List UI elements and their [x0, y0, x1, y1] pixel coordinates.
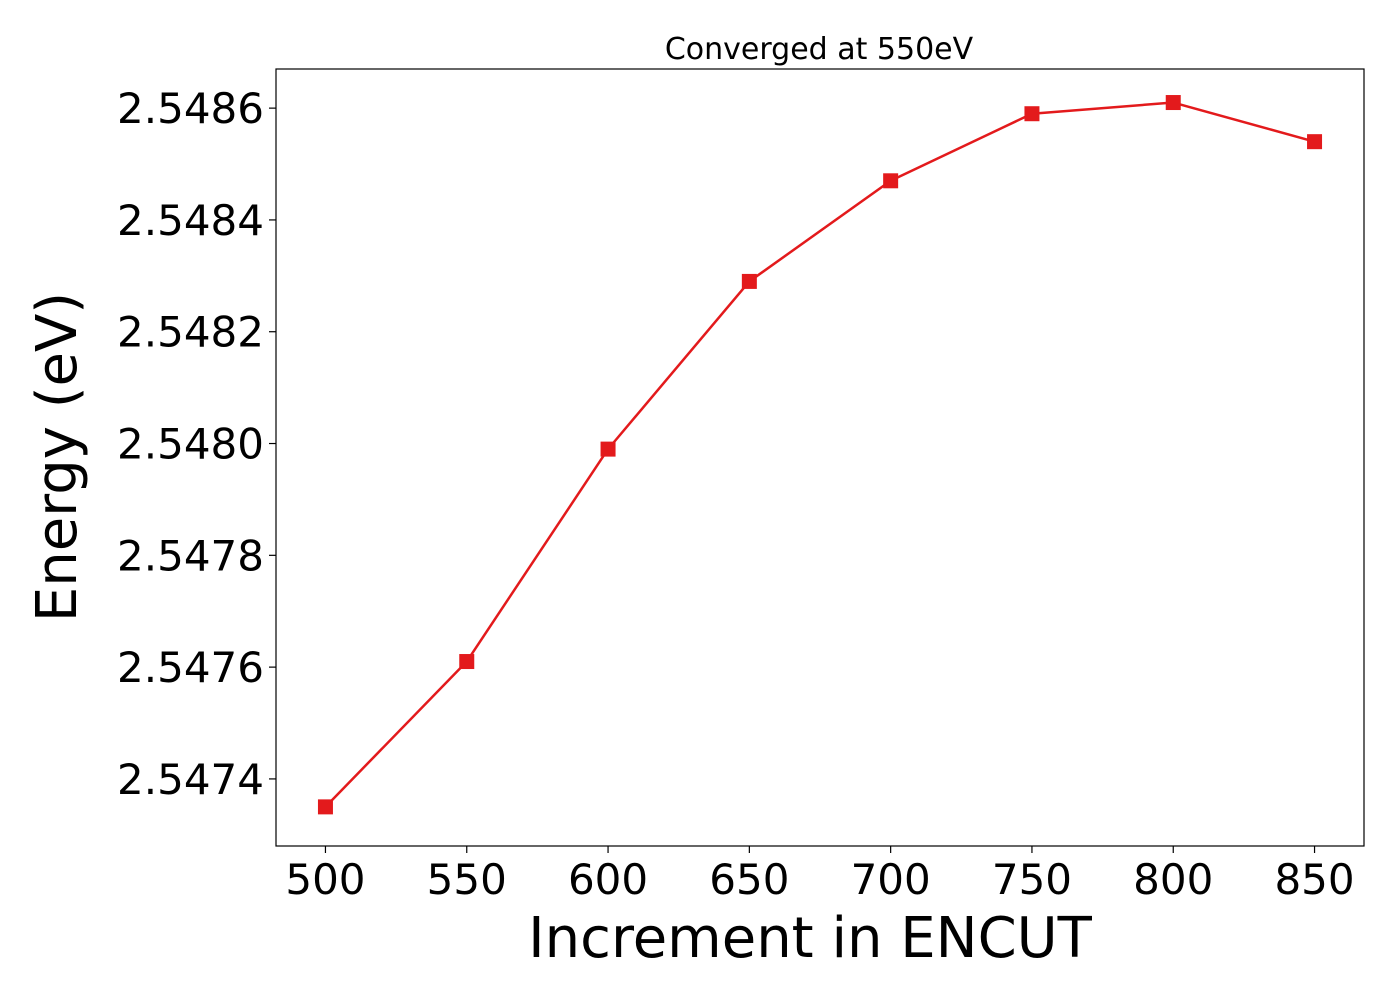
x-tick-label: 500 — [285, 855, 365, 904]
y-tick-label: 2.5482 — [117, 308, 264, 357]
data-point — [459, 654, 475, 670]
data-point — [600, 441, 616, 457]
x-tick-label: 750 — [992, 855, 1072, 904]
chart-title: Converged at 550eV — [665, 32, 974, 67]
y-tick-label: 2.5484 — [117, 196, 264, 245]
y-tick-label: 2.5478 — [117, 531, 264, 580]
y-tick-label: 2.5486 — [117, 84, 264, 133]
plot-area: 500 550 600 650 700 750 800 850 2.5474 2.5476 2.54… — [117, 68, 1365, 904]
y-axis-label: Energy (eV) — [25, 292, 90, 622]
x-tick-label: 550 — [427, 855, 507, 904]
x-axis-label: Increment in ENCUT — [528, 906, 1093, 971]
data-point — [883, 173, 899, 189]
y-tick-label: 2.5476 — [117, 643, 264, 692]
x-tick-label: 700 — [851, 855, 931, 904]
x-tick-label: 850 — [1274, 855, 1354, 904]
y-tick-label: 2.5474 — [117, 755, 264, 804]
x-tick-label: 600 — [568, 855, 648, 904]
series-line — [324, 101, 1315, 808]
data-point — [1024, 106, 1040, 122]
data-point — [1307, 134, 1323, 150]
data-point — [317, 799, 333, 815]
x-tick-label: 800 — [1133, 855, 1213, 904]
plot-frame — [275, 68, 1365, 847]
data-point — [741, 273, 757, 289]
x-tick-label: 650 — [709, 855, 789, 904]
y-tick-label: 2.5480 — [117, 420, 264, 469]
data-point — [1165, 95, 1181, 111]
